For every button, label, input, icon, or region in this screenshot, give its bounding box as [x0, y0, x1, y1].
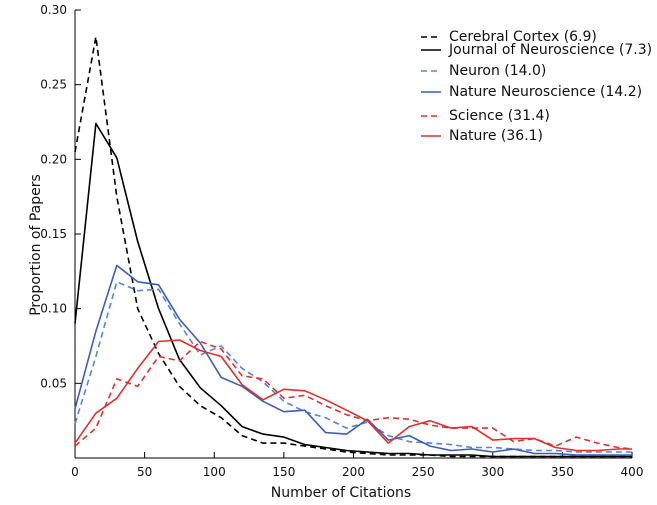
- series-line-4: [74, 340, 633, 450]
- x-tick-label: 400: [621, 465, 644, 479]
- x-tick-label: 200: [342, 465, 365, 479]
- legend-label: Nature (36.1): [449, 128, 543, 144]
- x-tick-label: 250: [412, 465, 435, 479]
- y-tick-label: 0.15: [40, 227, 67, 241]
- y-tick-label: 0.05: [40, 376, 67, 390]
- legend-label: Cerebral Cortex (6.9): [449, 29, 597, 45]
- series-line-5: [74, 339, 632, 452]
- x-tick-label: 350: [551, 465, 574, 479]
- x-tick-label: 150: [272, 465, 295, 479]
- y-tick-label: 0.25: [40, 78, 67, 92]
- y-axis-label: Proportion of Papers: [28, 174, 44, 316]
- legend-label: Neuron (14.0): [449, 63, 546, 79]
- legend-label: Nature Neuroscience (14.2): [449, 84, 642, 100]
- legend-label: Journal of Neuroscience (7.3): [448, 42, 652, 58]
- y-tick-label: 0.20: [40, 152, 67, 166]
- legend: Cerebral Cortex (6.9)Journal of Neurosci…: [421, 29, 652, 144]
- x-axis-label: Number of Citations: [271, 485, 411, 501]
- x-tick-label: 300: [481, 465, 504, 479]
- x-tick-label: 50: [137, 465, 152, 479]
- x-ticks: 0 50 100 150 200 250 300 350 400: [71, 452, 643, 479]
- x-tick-label: 100: [203, 465, 226, 479]
- series-line-2: [74, 280, 632, 453]
- y-tick-label: 0.10: [40, 302, 67, 316]
- y-tick-label: 0.30: [40, 3, 67, 17]
- y-ticks: 0.05 0.10 0.15 0.20 0.25 0.30: [40, 3, 81, 390]
- x-tick-label: 0: [71, 465, 79, 479]
- series-line-3: [74, 264, 632, 456]
- series-lines: [74, 36, 633, 458]
- legend-label: Science (31.4): [449, 108, 550, 124]
- series-line-1: [74, 122, 632, 458]
